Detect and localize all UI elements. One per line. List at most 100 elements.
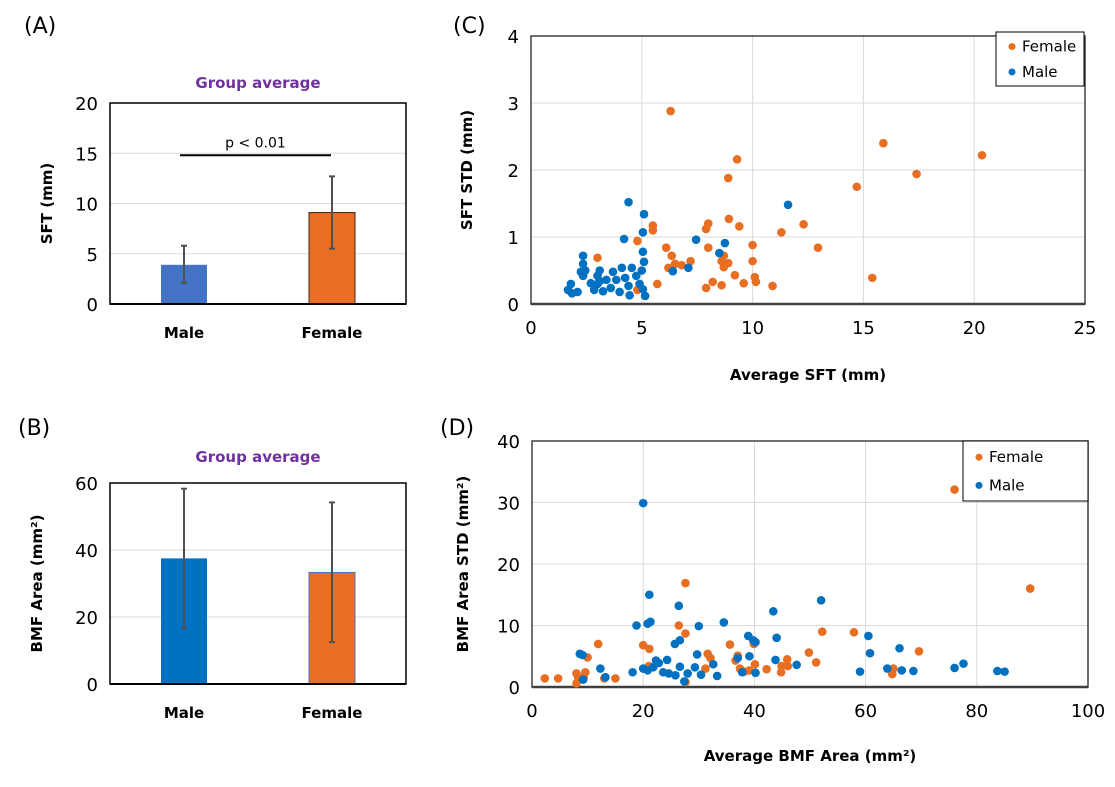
point-male-d [680,677,689,686]
point-male-d [882,664,892,673]
x-tick-label-d: 100 [1071,701,1105,722]
legend-label-female-c: Female [1022,38,1076,56]
point-male-d [959,659,968,668]
point-female-c [670,259,680,269]
point-female-c [701,283,711,293]
point-male-d [638,498,648,508]
y-tick-label-d: 30 [497,494,520,515]
point-male-d [733,653,743,663]
point-female-d [914,647,924,656]
legend-marker-male-c [1008,68,1016,76]
point-male-c [640,291,650,301]
y-tick-label-a: 10 [75,195,98,216]
point-female-d [817,627,827,636]
x-tick-label-c: 20 [963,318,986,339]
point-male-d [646,617,655,627]
x-tick-label-d: 0 [526,701,537,722]
point-male-c [620,273,630,283]
point-male-d [771,655,780,665]
point-male-d [654,658,664,668]
legend-label-male-c: Male [1022,63,1058,81]
point-male-d [578,675,588,684]
point-female-d [611,674,620,683]
point-male-d [628,667,637,677]
point-female-c [732,154,742,164]
y-tick-label-b: 0 [87,675,98,696]
point-male-d [751,637,760,647]
y-tick-label-c: 1 [508,228,519,249]
point-female-c [739,278,749,288]
point-female-c [723,173,733,183]
y-tick-label-d: 10 [497,617,520,638]
point-male-d [675,635,685,645]
y-tick-label-b: 40 [75,541,98,562]
legend-marker-female-c [1008,43,1016,51]
point-male-d [578,650,587,660]
point-male-c [625,290,634,300]
legend-box-c [995,31,1085,87]
point-female-d [849,627,859,637]
legend-marker-female-d [975,453,983,461]
point-male-d [864,631,873,641]
point-male-c [612,275,621,285]
chart-title-a: Group average [195,74,320,92]
point-male-d [675,662,685,672]
x-tick-label-d: 60 [854,701,877,722]
x-category-label-a: Male [164,324,204,342]
y-tick-label-d: 20 [497,555,520,576]
point-male-c [624,197,633,207]
point-female-d [783,661,793,671]
point-female-d [776,667,786,677]
significance-label: p < 0.01 [225,135,286,151]
point-female-d [725,640,735,649]
point-female-d [572,679,581,688]
point-male-c [580,266,590,275]
point-female-d [811,658,821,667]
point-female-c [633,236,642,246]
x-tick-label-d: 20 [632,701,655,722]
y-tick-label-c: 2 [508,161,519,182]
point-male-d [895,643,904,653]
point-male-d [1000,667,1009,676]
point-female-c [677,260,686,270]
point-male-d [909,666,918,676]
point-male-d [712,671,722,681]
point-male-c [589,285,599,295]
point-male-d [632,621,641,630]
point-male-d [683,669,692,678]
point-male-c [691,235,701,244]
point-male-c [595,276,604,286]
point-male-c [608,267,618,277]
panel-label-d: (D) [440,416,475,441]
chart-title-b: Group average [195,448,320,466]
legend-box-d [962,440,1089,502]
y-tick-label-a: 5 [87,245,98,266]
point-male-d [769,607,778,616]
point-male-d [645,590,654,600]
point-female-c [879,138,888,148]
point-male-c [668,266,678,276]
point-male-c [573,287,582,297]
x-category-label-b: Female [302,704,363,722]
point-male-d [897,666,907,675]
point-male-d [737,667,747,677]
point-male-c [615,287,624,297]
point-male-d [601,672,610,682]
x-tick-label-c: 15 [852,318,875,339]
point-female-d [750,659,760,669]
panel-label-c: (C) [453,14,486,39]
point-female-c [977,150,987,160]
point-male-c [720,238,730,248]
point-male-c [595,266,604,275]
y-axis-title-d: BMF Area STD (mm²) [454,476,472,653]
point-female-c [653,279,662,289]
point-female-d [581,667,590,677]
point-female-d [777,661,786,671]
x-category-label-b: Male [164,704,204,722]
point-male-c [627,263,637,273]
point-male-c [602,275,611,285]
x-tick-label-c: 0 [525,318,536,339]
y-tick-label-c: 4 [508,27,519,48]
y-tick-label-a: 15 [75,144,98,165]
point-male-c [783,200,793,210]
